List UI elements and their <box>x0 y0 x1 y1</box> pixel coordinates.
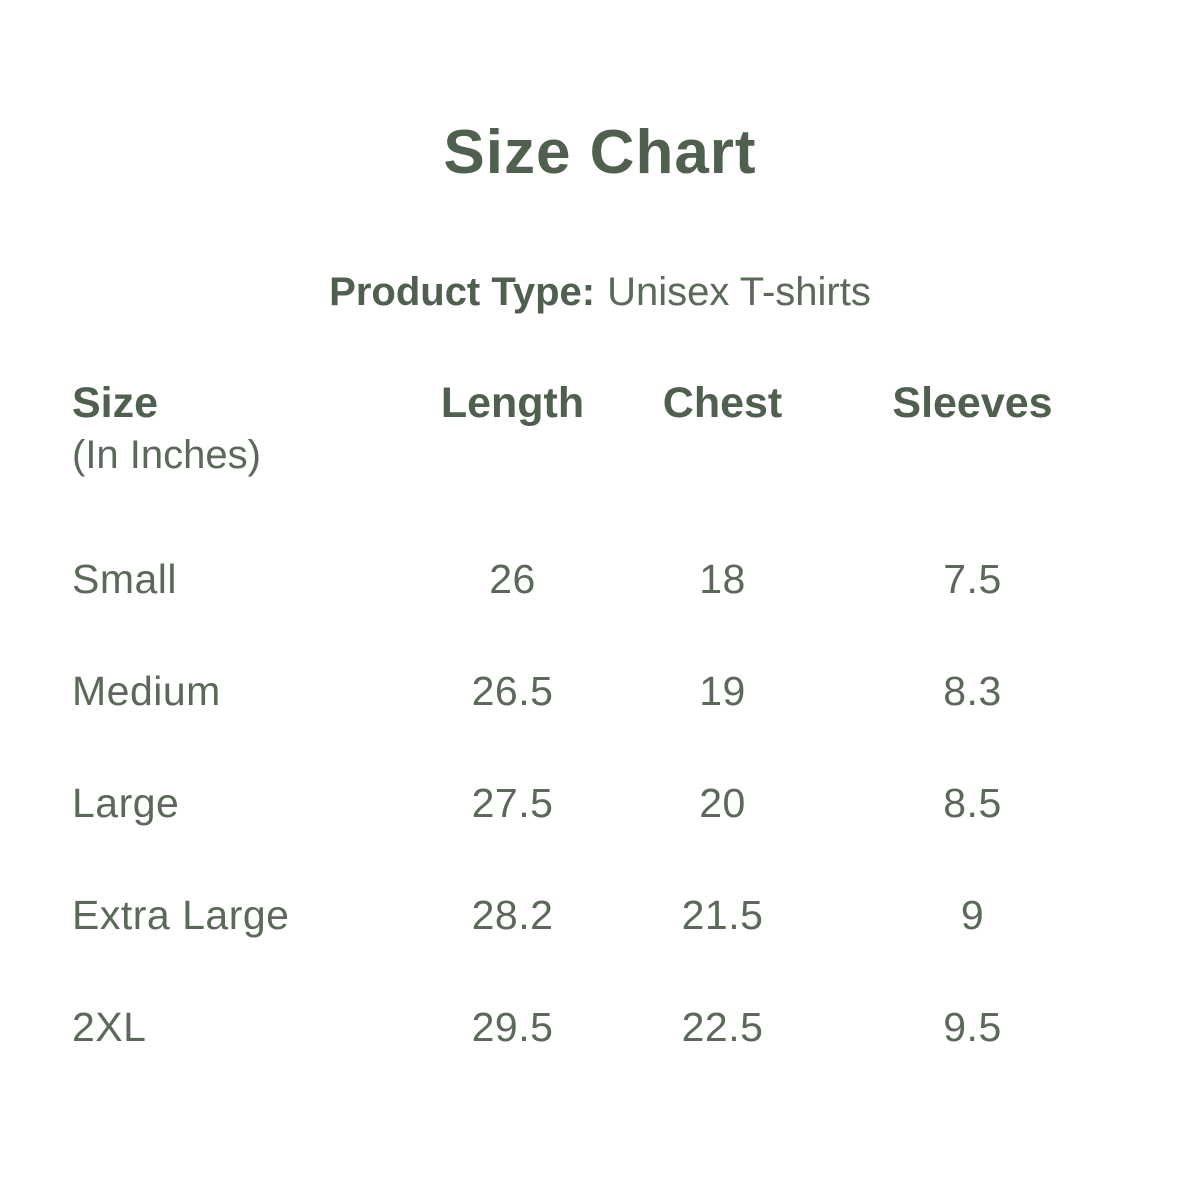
page-title: Size Chart <box>443 118 757 187</box>
size-table-body: Small 26 18 7.5 Medium 26.5 19 8.3 Large… <box>72 523 1135 1083</box>
product-type-label: Product Type: <box>329 270 596 315</box>
column-header-sleeves-cell: Sleeves <box>810 379 1135 523</box>
column-header-length-cell: Length <box>390 379 635 523</box>
sleeves-cell: 9.5 <box>943 1003 1002 1050</box>
chest-cell: 22.5 <box>681 1003 764 1050</box>
length-cell: 26.5 <box>471 667 554 714</box>
table-row-large: Large 27.5 20 8.5 <box>72 747 1135 859</box>
chest-cell: 21.5 <box>681 891 764 938</box>
chest-cell: 19 <box>699 667 746 714</box>
column-header-size-cell: Size (In Inches) <box>72 379 390 523</box>
column-header-size: Size <box>72 379 159 428</box>
header-row: Size (In Inches) Length Chest Sleeves <box>72 379 1135 523</box>
sleeves-cell: 7.5 <box>943 555 1002 602</box>
size-cell: Large <box>72 779 180 826</box>
column-header-length: Length <box>440 379 585 428</box>
chest-cell: 20 <box>699 779 746 826</box>
size-cell: Extra Large <box>72 891 290 938</box>
product-type-line: Product Type: Unisex T-shirts <box>0 269 1200 315</box>
length-cell: 26 <box>489 555 536 602</box>
table-row-small: Small 26 18 7.5 <box>72 523 1135 635</box>
length-cell: 28.2 <box>471 891 554 938</box>
table-row-extra-large: Extra Large 28.2 21.5 9 <box>72 859 1135 971</box>
column-header-size-unit: (In Inches) <box>72 432 261 477</box>
sleeves-cell: 8.5 <box>943 779 1002 826</box>
product-type-value: Unisex T-shirts <box>607 270 871 315</box>
sleeves-cell: 9 <box>960 891 985 938</box>
size-cell: Medium <box>72 667 221 714</box>
size-cell: Small <box>72 555 178 602</box>
size-table: Size (In Inches) Length Chest Sleeves Sm… <box>72 379 1135 1083</box>
size-table-header: Size (In Inches) Length Chest Sleeves <box>72 379 1135 523</box>
chest-cell: 18 <box>699 555 746 602</box>
sleeves-cell: 8.3 <box>943 667 1002 714</box>
length-cell: 27.5 <box>471 779 554 826</box>
length-cell: 29.5 <box>471 1003 554 1050</box>
table-row-medium: Medium 26.5 19 8.3 <box>72 635 1135 747</box>
column-header-chest-cell: Chest <box>635 379 810 523</box>
size-cell: 2XL <box>72 1003 147 1050</box>
column-header-chest: Chest <box>662 379 783 428</box>
column-header-sleeves: Sleeves <box>892 379 1053 428</box>
table-row-2xl: 2XL 29.5 22.5 9.5 <box>72 971 1135 1083</box>
